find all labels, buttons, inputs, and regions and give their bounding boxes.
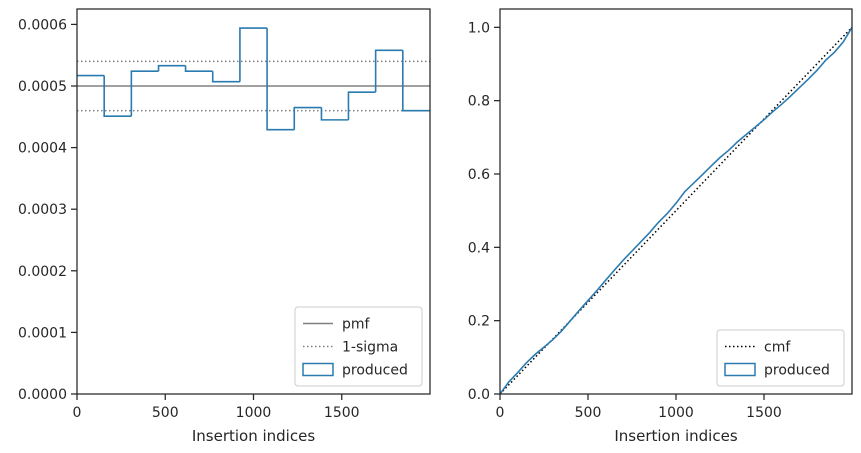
cmf-legend-box <box>716 329 845 387</box>
cmf-x-tick-label: 0 <box>496 405 505 421</box>
produced-bar <box>211 71 240 83</box>
produced-bar <box>347 91 376 120</box>
pmf-plot-area <box>77 27 430 131</box>
cmf-y-tick-label: 0.4 <box>468 240 490 256</box>
pmf-x-tick-label: 1000 <box>236 405 272 421</box>
cmf-x-axis-label: Insertion indices <box>614 427 737 445</box>
pmf-legend: pmf 1-sigma produced <box>294 306 423 387</box>
produced-bar <box>239 27 268 82</box>
cmf-legend-label-cmf: cmf <box>764 340 791 356</box>
cmf-y-tick-label: 0.0 <box>468 387 490 403</box>
produced-bar <box>374 49 403 93</box>
cmf-y-tick-label: 0.8 <box>468 94 490 110</box>
produced-bar <box>157 64 186 72</box>
produced-bar <box>293 106 322 130</box>
produced-bar <box>184 65 213 73</box>
cmf-panel: 0 500 1000 1500 0.0 0.2 0.4 0.6 0.8 1.0 Insertion… <box>468 8 853 445</box>
pmf-legend-label-pmf: pmf <box>342 317 371 333</box>
pmf-legend-label-produced: produced <box>342 363 408 379</box>
pmf-legend-label-sigma: 1-sigma <box>342 340 398 356</box>
pmf-y-tick-label: 0.0001 <box>18 325 67 341</box>
pmf-x-tick-label: 1500 <box>324 405 360 421</box>
cmf-legend: cmf produced <box>716 329 845 387</box>
produced-cumulative-line <box>499 26 853 395</box>
cmf-y-tick-label: 1.0 <box>468 20 490 36</box>
pmf-y-tick-label: 0.0006 <box>18 17 67 33</box>
cmf-y-tick-label: 0.2 <box>468 314 490 330</box>
cmf-y-tick-label: 0.6 <box>468 167 490 183</box>
pmf-histogram-panel: 0 500 1000 1500 0.0000 0.0001 0.0002 0.0003 0.00… <box>18 8 431 445</box>
cmf-x-tick-label: 500 <box>575 405 602 421</box>
pmf-x-tick-label: 0 <box>73 405 82 421</box>
pmf-y-tick-label: 0.0005 <box>18 79 67 95</box>
cmf-legend-swatch-produced <box>724 362 756 377</box>
pmf-y-tick-label: 0.0000 <box>18 387 67 403</box>
pmf-legend-swatch-produced <box>302 362 334 377</box>
cmf-axis-ticks: 0 500 1000 1500 0.0 0.2 0.4 0.6 0.8 1.0 <box>468 20 782 421</box>
produced-bar <box>320 107 349 121</box>
produced-bar <box>266 28 295 131</box>
pmf-x-tick-label: 500 <box>152 405 179 421</box>
cmf-plot-area <box>499 26 853 395</box>
produced-bar <box>130 70 159 117</box>
pmf-axis-ticks: 0 500 1000 1500 0.0000 0.0001 0.0002 0.0003 0.00… <box>18 17 360 421</box>
pmf-legend-box <box>294 306 423 387</box>
cmf-x-tick-label: 1500 <box>746 405 782 421</box>
pmf-y-tick-label: 0.0004 <box>18 141 67 157</box>
produced-bar <box>402 50 430 112</box>
pmf-y-tick-label: 0.0003 <box>18 202 67 218</box>
pmf-x-axis-label: Insertion indices <box>192 427 315 445</box>
cmf-legend-label-produced: produced <box>764 363 830 379</box>
produced-bar <box>103 75 132 117</box>
pmf-y-tick-label: 0.0002 <box>18 264 67 280</box>
cmf-x-tick-label: 1000 <box>658 405 694 421</box>
